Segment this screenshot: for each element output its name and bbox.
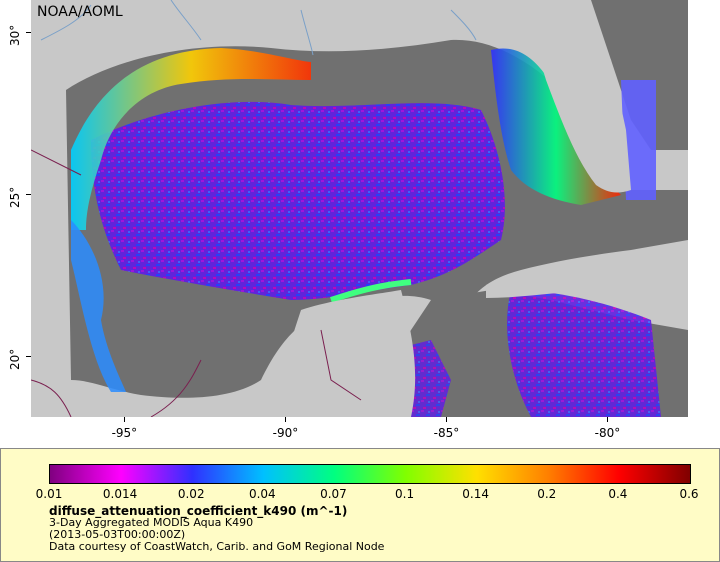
lon-tick-label: -90°: [272, 426, 299, 440]
lon-tick-mark: [285, 417, 287, 422]
lon-tick-mark: [124, 417, 126, 422]
florida-land: [531, 20, 631, 193]
lon-tick-mark: [446, 417, 448, 422]
lon-tick-label: -80°: [594, 426, 621, 440]
lat-tick-label: 20°: [8, 348, 22, 370]
data-western-margin: [71, 220, 126, 392]
legend-panel: 0.01 0.014 0.02 0.04 0.07 0.1 0.14 0.2 0.4 0.6 di…: [0, 448, 720, 562]
lon-tick-label: -95°: [111, 426, 138, 440]
colorbar-tick-label: 0.4: [608, 487, 628, 501]
colorbar-tick-label: 0.07: [320, 487, 347, 501]
data-bahamas: [621, 80, 656, 200]
lat-tick-mark: [26, 193, 31, 195]
lon-tick-mark: [607, 417, 609, 422]
lon-tick-label: -85°: [433, 426, 460, 440]
map-frame: NOAA/AOML: [31, 0, 688, 417]
data-swath-central: [91, 101, 505, 300]
yucatan-land: [281, 290, 416, 417]
brand-label: NOAA/AOML: [37, 4, 123, 20]
atlantic-no-data: [591, 0, 688, 150]
data-yucatan-coast: [330, 279, 412, 303]
data-caribbean: [507, 290, 661, 417]
data-north-coast: [71, 48, 311, 230]
colorbar-tick-label: 0.2: [537, 487, 557, 501]
colorbar-tick-label: 0.6: [679, 487, 699, 501]
colorbar: [49, 464, 691, 484]
legend-date-line: (2013-05-03T00:00:00Z): [49, 528, 186, 541]
map-svg: [31, 0, 688, 417]
legend-credit-line: Data courtesy of CoastWatch, Carib. and …: [49, 540, 385, 553]
borders: [31, 149, 362, 417]
lat-tick-label: 30°: [8, 25, 22, 47]
legend-variable-name: diffuse_attenuation_coefficient_k490 (m^…: [49, 504, 348, 518]
lat-tick-mark: [26, 32, 31, 34]
colorbar-tick-label: 0.02: [177, 487, 205, 501]
rivers: [40, 0, 477, 56]
colorbar-tick-label: 0.1: [395, 487, 415, 501]
cuba-land: [486, 264, 661, 298]
legend-product-line: 3-Day Aggregated MODIS Aqua K490: [49, 516, 254, 529]
colorbar-tick-label: 0.01: [35, 487, 63, 501]
colorbar-tick-label: 0.04: [248, 487, 276, 501]
colorbar-tick-label: 0.014: [102, 487, 138, 501]
colorbar-tick-label: 0.14: [462, 487, 490, 501]
lat-tick-mark: [26, 355, 31, 357]
lat-tick-label: 25°: [8, 186, 22, 208]
